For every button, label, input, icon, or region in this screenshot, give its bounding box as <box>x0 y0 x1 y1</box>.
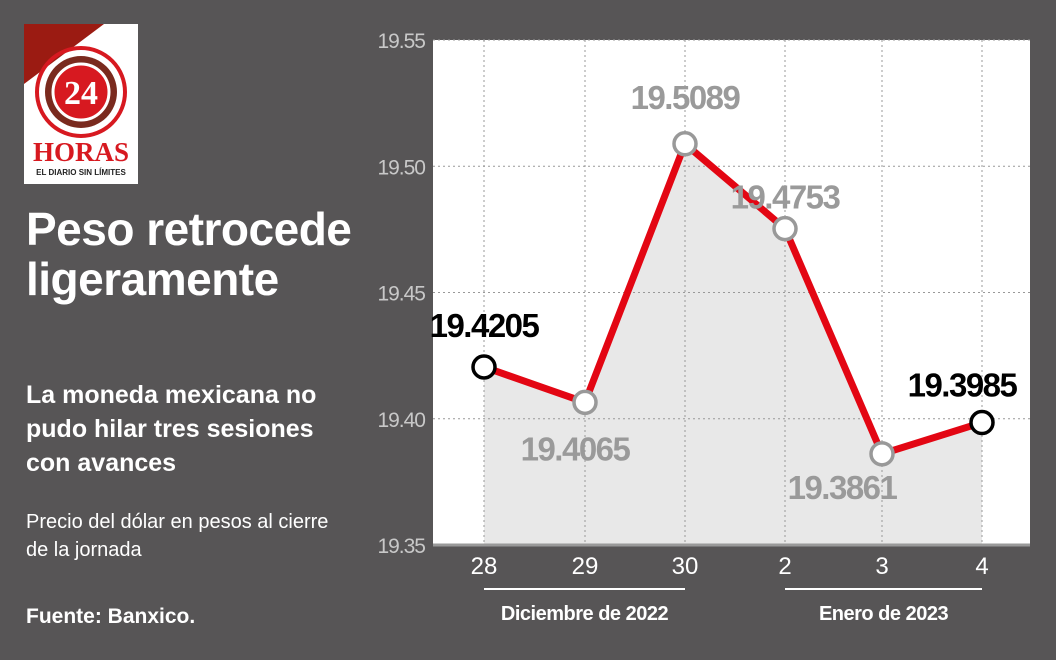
y-tick-label: 19.55 <box>377 30 425 53</box>
x-tick-label: 3 <box>875 553 888 580</box>
data-label: 19.3861 <box>788 469 898 506</box>
data-label: 19.3985 <box>908 367 1018 404</box>
y-tick-label: 19.40 <box>377 409 425 432</box>
data-label: 19.4065 <box>521 430 631 467</box>
group-label: Diciembre de 2022 <box>501 603 669 625</box>
chart-description: Precio del dólar en pesos al cierre de l… <box>26 511 329 561</box>
logo-name: HORAS <box>33 137 129 167</box>
y-tick-label: 19.50 <box>377 156 425 179</box>
source-note: Fuente: Banxico. <box>26 605 196 628</box>
logo-tagline: EL DIARIO SIN LÍMITES <box>36 168 126 177</box>
data-label: 19.4753 <box>731 179 841 216</box>
data-point <box>672 131 698 157</box>
x-tick-label: 28 <box>471 553 498 580</box>
data-label: 19.5089 <box>631 79 741 116</box>
data-point <box>869 441 895 467</box>
x-tick-label: 29 <box>572 553 599 580</box>
x-tick-label: 30 <box>672 553 699 580</box>
group-label: Enero de 2023 <box>819 603 949 625</box>
y-tick-label: 19.35 <box>377 535 425 558</box>
x-tick-label: 2 <box>778 553 791 580</box>
series-line <box>482 140 984 458</box>
data-label: 19.4205 <box>430 307 540 344</box>
data-point <box>969 409 995 436</box>
area-fill <box>484 143 982 545</box>
data-point <box>572 389 598 416</box>
data-point <box>772 215 798 242</box>
x-tick-label: 4 <box>975 553 988 580</box>
logo-number: 24 <box>64 75 98 112</box>
data-point <box>471 354 497 380</box>
subtitle: La moneda mexicana no pudo hilar tres se… <box>26 381 317 477</box>
logo: 24 HORAS EL DIARIO SIN LÍMITES <box>24 24 138 184</box>
y-tick-label: 19.45 <box>377 283 425 306</box>
headline: Peso retrocede ligeramente <box>26 203 352 305</box>
